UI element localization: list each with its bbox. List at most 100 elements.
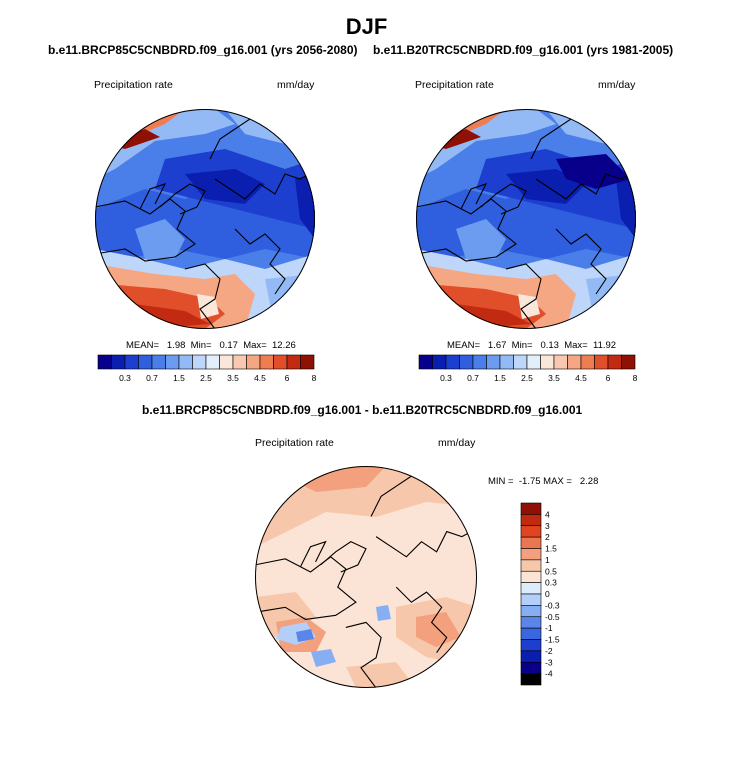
colorbar-box: [124, 354, 139, 370]
colorbar-box: [594, 354, 609, 370]
panel-1-map: [95, 109, 315, 329]
colorbar-box: [486, 354, 501, 370]
field-region: [135, 219, 185, 259]
panel-2-stats: MEAN= 1.67 Min= 0.13 Max= 11.92: [447, 340, 617, 351]
colorbar-box: [621, 354, 636, 370]
coastline: [535, 170, 636, 200]
field-region: [556, 154, 631, 189]
coastline: [345, 621, 382, 688]
colorbar-tick-label: 4: [545, 509, 550, 519]
colorbar-box: [520, 570, 542, 583]
colorbar-box: [111, 354, 126, 370]
coastline: [375, 528, 477, 558]
colorbar-box: [165, 354, 180, 370]
field-region: [295, 174, 315, 239]
colorbar-tick-label: 0.7: [467, 373, 479, 383]
colorbar-tick-label: 0.5: [545, 566, 557, 576]
field-region: [185, 169, 265, 204]
panel-3-units-label: mm/day: [438, 437, 476, 449]
panel-1-stats: MEAN= 1.98 Min= 0.17 Max= 12.26: [126, 340, 296, 351]
colorbar-tick-label: 1.5: [494, 373, 506, 383]
colorbar-box: [520, 525, 542, 538]
colorbar-box: [520, 650, 542, 663]
colorbar-tick-label: 3: [545, 521, 550, 531]
field-region: [311, 649, 336, 667]
map-field: [255, 466, 477, 688]
colorbar-box: [520, 536, 542, 549]
panel-1-variable-label: Precipitation rate: [94, 79, 173, 91]
map-boundary: [255, 466, 477, 688]
map-boundary: [416, 109, 636, 329]
colorbar-box: [97, 354, 112, 370]
colorbar-box: [432, 354, 447, 370]
colorbar-tick-label: -3: [545, 657, 553, 667]
colorbar-tick-label: 1.5: [173, 373, 185, 383]
colorbar-box: [520, 593, 542, 606]
colorbar-box: [526, 354, 541, 370]
coastline: [299, 540, 327, 568]
coastline: [555, 228, 607, 295]
panel-2-variable-label: Precipitation rate: [415, 79, 494, 91]
field-region: [346, 662, 416, 688]
colorbar-box: [607, 354, 622, 370]
colorbar-box: [520, 639, 542, 652]
colorbar-box: [178, 354, 193, 370]
colorbar-box: [540, 354, 555, 370]
coastline: [95, 198, 196, 262]
colorbar-tick-label: 0.3: [545, 578, 557, 588]
panel-2-units-label: mm/day: [598, 79, 636, 91]
coastline: [214, 170, 315, 200]
coastline: [184, 263, 221, 329]
colorbar-tick-label: 0: [545, 589, 550, 599]
colorbar-box: [520, 673, 542, 686]
coastline: [234, 228, 286, 295]
field-region: [265, 274, 315, 329]
coastline: [416, 198, 517, 262]
colorbar-box: [459, 354, 474, 370]
colorbar-box: [151, 354, 166, 370]
colorbar-tick-label: 2.5: [521, 373, 533, 383]
panel-1-units-label: mm/day: [277, 79, 315, 91]
colorbar-box: [273, 354, 288, 370]
field-region: [586, 274, 636, 329]
colorbar-tick-label: -1: [545, 623, 553, 633]
field-region: [376, 605, 391, 621]
colorbar-tick-label: 8: [312, 373, 317, 383]
panel-3-map: [255, 466, 477, 688]
panel-2-colorbar: 0.3 0.7 1.5 2.5 3.5 4.5 6 8: [418, 354, 638, 383]
panel-1-colorbar: 0.3 0.7 1.5 2.5 3.5 4.5 6 8: [97, 354, 317, 383]
panel-3-variable-label: Precipitation rate: [255, 437, 334, 449]
colorbar-box: [246, 354, 261, 370]
colorbar-box: [520, 605, 542, 618]
colorbar-tick-label: 6: [606, 373, 611, 383]
coastline: [139, 183, 167, 210]
colorbar-box: [286, 354, 301, 370]
colorbar-tick-label: 3.5: [227, 373, 239, 383]
colorbar-box: [567, 354, 582, 370]
coastline: [255, 556, 357, 620]
figure-title: DJF: [345, 14, 388, 39]
coastline: [460, 183, 488, 210]
colorbar-box: [445, 354, 460, 370]
colorbar-box: [553, 354, 568, 370]
colorbar-box: [205, 354, 220, 370]
coastline: [320, 541, 367, 573]
coastline: [395, 586, 448, 653]
map-boundary: [95, 109, 315, 329]
colorbar-box: [138, 354, 153, 370]
colorbar-box: [520, 548, 542, 561]
colorbar-tick-label: 3.5: [548, 373, 560, 383]
panel-3-stats: MIN = -1.75 MAX = 2.28: [488, 476, 599, 487]
colorbar-tick-label: 0.7: [146, 373, 158, 383]
colorbar-tick-label: 4.5: [575, 373, 587, 383]
colorbar-box: [520, 559, 542, 572]
colorbar-box: [520, 627, 542, 640]
colorbar-tick-label: -4: [545, 669, 553, 679]
colorbar-box: [259, 354, 274, 370]
colorbar-tick-label: 2: [545, 532, 550, 542]
colorbar-tick-label: -0.3: [545, 600, 560, 610]
colorbar-box: [520, 616, 542, 629]
colorbar-box: [472, 354, 487, 370]
colorbar-box: [300, 354, 315, 370]
field-region: [296, 629, 314, 642]
